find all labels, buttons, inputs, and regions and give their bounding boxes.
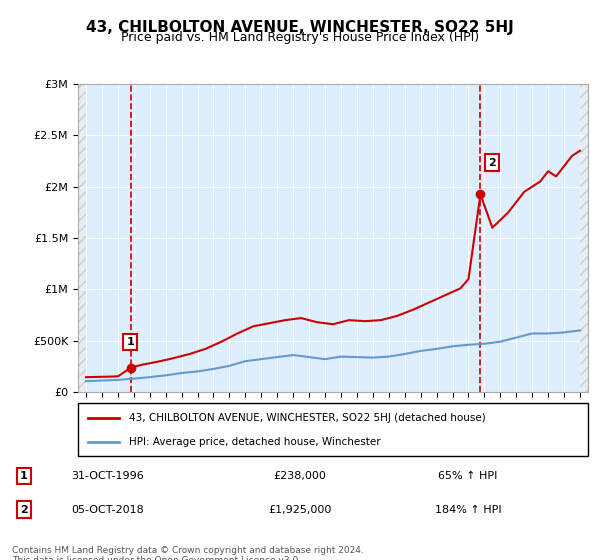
Text: Price paid vs. HM Land Registry's House Price Index (HPI): Price paid vs. HM Land Registry's House … — [121, 31, 479, 44]
Text: 05-OCT-2018: 05-OCT-2018 — [71, 505, 145, 515]
Text: 2: 2 — [488, 157, 496, 167]
Text: Contains HM Land Registry data © Crown copyright and database right 2024.
This d: Contains HM Land Registry data © Crown c… — [12, 546, 364, 560]
Bar — [78, 84, 86, 392]
Bar — [580, 84, 588, 392]
Text: 31-OCT-1996: 31-OCT-1996 — [71, 471, 145, 481]
Bar — [580, 84, 596, 392]
FancyBboxPatch shape — [78, 403, 588, 456]
Text: 43, CHILBOLTON AVENUE, WINCHESTER, SO22 5HJ: 43, CHILBOLTON AVENUE, WINCHESTER, SO22 … — [86, 20, 514, 35]
Text: 43, CHILBOLTON AVENUE, WINCHESTER, SO22 5HJ (detached house): 43, CHILBOLTON AVENUE, WINCHESTER, SO22 … — [129, 413, 486, 423]
Text: £238,000: £238,000 — [274, 471, 326, 481]
Text: 184% ↑ HPI: 184% ↑ HPI — [434, 505, 502, 515]
Text: £1,925,000: £1,925,000 — [268, 505, 332, 515]
Text: 1: 1 — [126, 337, 134, 347]
Bar — [61, 84, 86, 392]
Text: 65% ↑ HPI: 65% ↑ HPI — [439, 471, 497, 481]
Text: 2: 2 — [20, 505, 28, 515]
Text: HPI: Average price, detached house, Winchester: HPI: Average price, detached house, Winc… — [129, 436, 380, 446]
Text: 1: 1 — [20, 471, 28, 481]
